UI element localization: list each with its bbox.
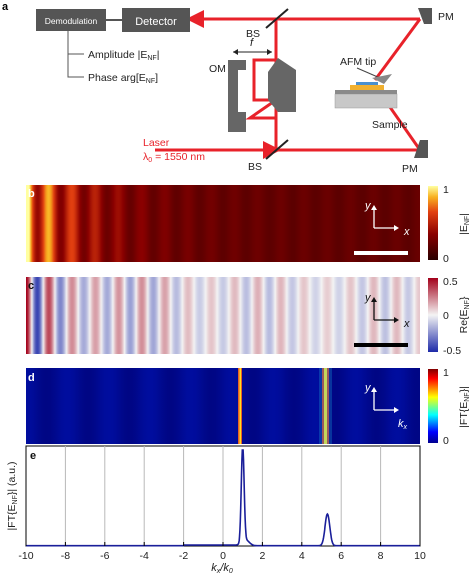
objective-mirror-left — [228, 60, 246, 132]
x-tick-label: -8 — [61, 550, 70, 562]
panel-d-axis-y: y — [364, 382, 372, 394]
panel-c-y-arrowhead — [371, 297, 377, 302]
panel-d-colorbar-title: |FT{ENF}| — [458, 386, 471, 428]
grid-lines — [64, 446, 382, 546]
detector-box — [122, 8, 190, 32]
afm-tip-label: AFM tip — [340, 56, 376, 68]
panel-c-scale-bar — [354, 343, 408, 347]
parabolic-mirror-top — [418, 8, 432, 24]
panel-b-axis-x: x — [403, 226, 410, 238]
x-tick-label: 6 — [338, 550, 344, 562]
beam-splitter-bottom — [265, 139, 289, 160]
focal-arrow-right-head — [267, 49, 272, 55]
panel-a-label: a — [2, 1, 9, 13]
bs-bottom-label: BS — [248, 161, 262, 173]
x-tick-label: 4 — [299, 550, 305, 562]
panel-d-colorbar-max: 1 — [443, 367, 449, 379]
panel-c-map — [26, 277, 420, 354]
panel-c-x-arrowhead — [394, 317, 399, 323]
panel-a-schematic: a Demodulation Detector Amplitude |ENF| … — [2, 1, 454, 175]
panel-b-colorbar-max: 1 — [443, 184, 449, 196]
panel-b-x-arrowhead — [394, 225, 399, 231]
beam-splitter-top — [265, 8, 289, 29]
panel-c-label: c — [28, 280, 34, 292]
panel-b-label: b — [28, 188, 35, 200]
x-tick-label: -4 — [140, 550, 149, 562]
panel-d-axis-x: kx — [398, 418, 408, 431]
panel-d-peak-main-core — [239, 368, 241, 444]
focal-length-label: f — [250, 37, 254, 49]
x-tick-label: 8 — [378, 550, 384, 562]
x-tick-label: 2 — [259, 550, 265, 562]
demodulation-box — [36, 9, 106, 31]
panel-b-y-arrowhead — [371, 205, 377, 210]
bs-top-label: BS — [246, 28, 260, 40]
panel-c-colorbar-mid: 0 — [443, 310, 449, 322]
panel-e-label: e — [30, 450, 36, 462]
x-axis-label: kx/k0 — [211, 562, 233, 574]
panel-c-colorbar-min: -0.5 — [443, 345, 461, 357]
x-tick-label: -10 — [18, 550, 33, 562]
x-tick-label: -6 — [100, 550, 109, 562]
x-tick-label: -2 — [179, 550, 188, 562]
sample-layer — [335, 90, 397, 94]
laser-label: Laser — [143, 137, 170, 149]
parabolic-mirror-bottom — [414, 140, 428, 158]
panel-d-peak-secondary-halo — [319, 368, 332, 444]
afm-tip — [372, 74, 392, 84]
detector-label: Detector — [135, 16, 177, 28]
pm-bottom-label: PM — [402, 163, 418, 175]
afm-tip-pointer — [356, 67, 381, 79]
panel-b-axis-y: y — [364, 200, 372, 212]
panel-e-chart: -10 -8 -6 -4 -2 0 2 4 6 8 10 e kx/k0 |FT{ENF}| (a.… — [6, 445, 426, 575]
panel-b-colorbar — [428, 186, 438, 260]
om-label: OM — [209, 63, 226, 75]
panel-b-colorbar-min: 0 — [443, 253, 449, 265]
panel-c-axis-y: y — [364, 292, 372, 304]
panel-d-colorbar-min: 0 — [443, 435, 449, 447]
panel-b: b y x 1 0 |ENF| — [26, 184, 471, 265]
panel-d: d y kx 1 0 |FT{ENF}| — [26, 367, 471, 447]
demod-output-lines — [67, 31, 84, 78]
sample-blue-strip — [356, 82, 378, 85]
panel-c-colorbar-title: Re{ENF} — [458, 296, 471, 333]
focal-arrow-left-head — [233, 49, 238, 55]
panel-d-map — [26, 368, 420, 444]
pm-top-label: PM — [438, 11, 454, 23]
sample-label: Sample — [372, 119, 408, 131]
sample-substrate — [334, 93, 398, 109]
panel-c-colorbar — [428, 278, 438, 352]
panel-d-colorbar — [428, 369, 438, 443]
objective-mirror-right — [268, 58, 296, 112]
panel-c: c y x 0.5 0 -0.5 Re{ENF} — [26, 276, 471, 357]
y-axis-label: |FT{ENF}| (a.u.) — [6, 461, 19, 530]
panel-b-colorbar-title: |ENF| — [458, 213, 471, 235]
amplitude-label: Amplitude |ENF| — [88, 49, 159, 62]
panel-d-x-arrowhead — [394, 407, 399, 413]
x-tick-label: 0 — [220, 550, 226, 562]
panel-c-colorbar-max: 0.5 — [443, 276, 458, 288]
laser-wavelength: λ0 = 1550 nm — [143, 151, 205, 164]
panel-b-map — [26, 185, 420, 262]
panel-d-peak-secondary-core — [324, 368, 327, 444]
panel-b-axes-indicator — [373, 208, 396, 229]
demodulation-label: Demodulation — [45, 16, 98, 26]
panel-d-label: d — [28, 372, 35, 384]
panel-b-scale-bar — [354, 251, 408, 255]
sample-gold-strip — [350, 85, 384, 90]
panel-d-y-arrowhead — [371, 387, 377, 392]
panel-c-axis-x: x — [403, 318, 410, 330]
x-ticks: -10 -8 -6 -4 -2 0 2 4 6 8 10 — [18, 542, 426, 562]
x-tick-label: 10 — [414, 550, 426, 562]
panel-d-axes-indicator — [373, 390, 396, 411]
phase-label: Phase arg[ENF] — [88, 72, 158, 85]
panel-c-axes-indicator — [373, 300, 396, 321]
